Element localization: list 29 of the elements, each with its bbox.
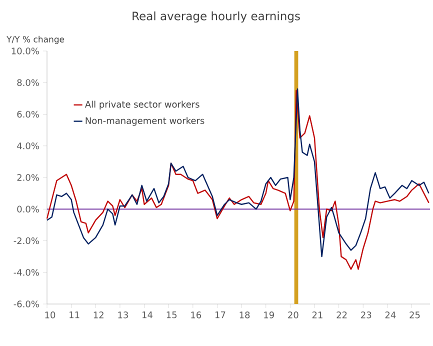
x-tick-label: 23 <box>361 312 372 318</box>
x-tick-label: 15 <box>166 312 177 318</box>
y-tick-label: 8.0% <box>17 79 39 86</box>
x-tick-label: 12 <box>94 312 104 318</box>
x-tick-label: 18 <box>240 312 250 318</box>
x-tick-label: 14 <box>142 312 152 318</box>
y-tick-label: 4.0% <box>17 142 39 150</box>
y-tick-label: -2.0% <box>14 237 39 244</box>
y-tick-label: -6.0% <box>14 300 39 308</box>
x-tick-label: 19 <box>264 312 274 318</box>
x-tick-label: 17 <box>215 312 226 318</box>
y-tick-label: -4.0% <box>14 268 39 276</box>
y-tick-label: 10.0% <box>12 48 39 54</box>
y-axis-title: Y/Y % change <box>6 36 64 44</box>
y-tick-label: 6.0% <box>17 110 39 118</box>
y-tick-label: 0.0% <box>17 206 39 213</box>
x-tick-label: 22 <box>336 312 347 318</box>
x-tick-label: 10 <box>45 312 56 318</box>
y-tick-label: 2.0% <box>17 174 39 181</box>
x-tick-label: 16 <box>191 312 202 318</box>
x-tick-label: 11 <box>70 312 80 318</box>
x-tick-label: 25 <box>410 312 420 318</box>
x-tick-label: 21 <box>312 312 322 318</box>
x-tick-label: 20 <box>288 312 298 318</box>
x-tick-label: 24 <box>385 312 396 318</box>
x-tick-label: 13 <box>118 312 128 318</box>
legend-label: Non-management workers <box>86 117 204 126</box>
legend-label: All private sector workers <box>84 100 200 110</box>
chart-title: Real average hourly earnings <box>132 11 300 23</box>
